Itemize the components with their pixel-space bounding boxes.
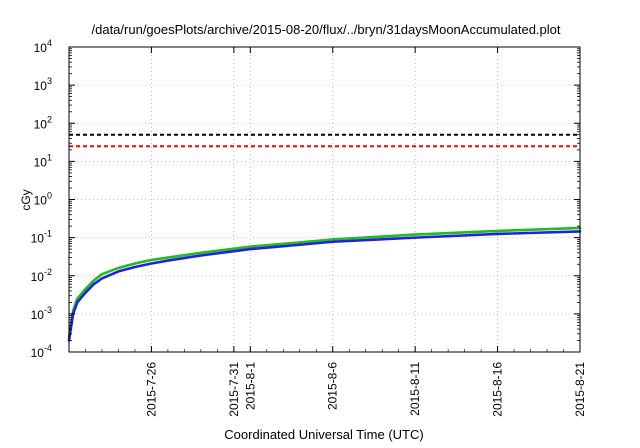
x-tick-label: 2015-7-26: [144, 362, 158, 417]
y-tick-label: 104: [34, 38, 52, 55]
grid: [69, 47, 580, 352]
chart-title: /data/run/goesPlots/archive/2015-08-20/f…: [92, 22, 561, 37]
y-tick-label: 10-1: [31, 229, 52, 246]
y-tick-label: 100: [34, 191, 52, 208]
x-tick-label: 2015-8-11: [408, 362, 422, 416]
y-tick-label: 102: [34, 114, 52, 131]
series-line: [67, 230, 582, 342]
x-axis-label: Coordinated Universal Time (UTC): [224, 427, 423, 442]
y-tick-label: 10-4: [31, 343, 52, 360]
y-axis-label: cGy: [19, 189, 33, 210]
x-axis: 2015-7-26 2015-7-31 2015-8-1 2015-8-6 2015-8…: [68, 47, 587, 417]
y-tick-label: 10-3: [31, 305, 52, 322]
x-tick-label: 2015-8-16: [491, 362, 505, 417]
series-group: [67, 226, 582, 342]
series-line: [67, 226, 582, 339]
y-tick-label: 103: [34, 76, 52, 93]
x-tick-label: 2015-8-21: [573, 362, 587, 417]
x-tick-label: 2015-8-1: [243, 362, 257, 410]
y-axis: 10-4 10-3 10-2 10-1 100 101 102 103 104: [31, 38, 580, 360]
x-tick-label: 2015-7-31: [227, 362, 241, 417]
x-tick-label: 2015-8-6: [326, 362, 340, 410]
y-tick-label: 10-2: [31, 267, 52, 284]
threshold-lines: [69, 133, 580, 148]
y-tick-label: 101: [34, 152, 52, 169]
